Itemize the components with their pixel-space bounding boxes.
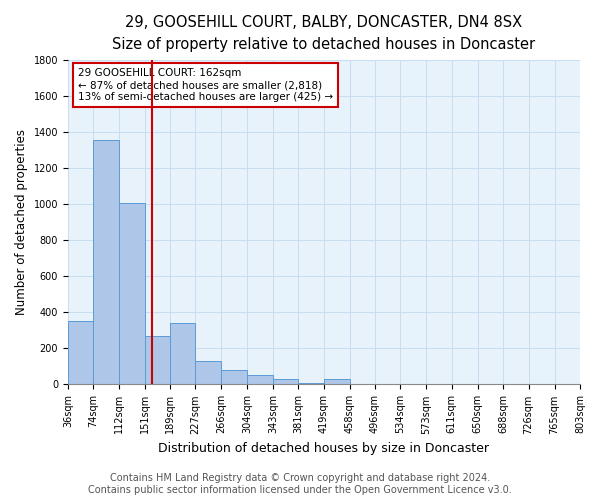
X-axis label: Distribution of detached houses by size in Doncaster: Distribution of detached houses by size … (158, 442, 490, 455)
Title: 29, GOOSEHILL COURT, BALBY, DONCASTER, DN4 8SX
Size of property relative to deta: 29, GOOSEHILL COURT, BALBY, DONCASTER, D… (112, 15, 536, 52)
Bar (273, 379, 298, 384)
Bar (323, 379, 350, 384)
Y-axis label: Number of detached properties: Number of detached properties (15, 130, 28, 316)
Bar (119, 202, 145, 384)
Text: 29 GOOSEHILL COURT: 162sqm
← 87% of detached houses are smaller (2,818)
13% of s: 29 GOOSEHILL COURT: 162sqm ← 87% of deta… (78, 68, 333, 102)
Bar (298, 382, 323, 384)
Bar (221, 370, 247, 384)
Bar (170, 323, 196, 384)
Bar (68, 322, 93, 384)
Text: Contains HM Land Registry data © Crown copyright and database right 2024.
Contai: Contains HM Land Registry data © Crown c… (88, 474, 512, 495)
Bar (145, 336, 170, 384)
Bar (247, 376, 273, 384)
Bar (196, 361, 221, 384)
Bar (93, 140, 119, 384)
